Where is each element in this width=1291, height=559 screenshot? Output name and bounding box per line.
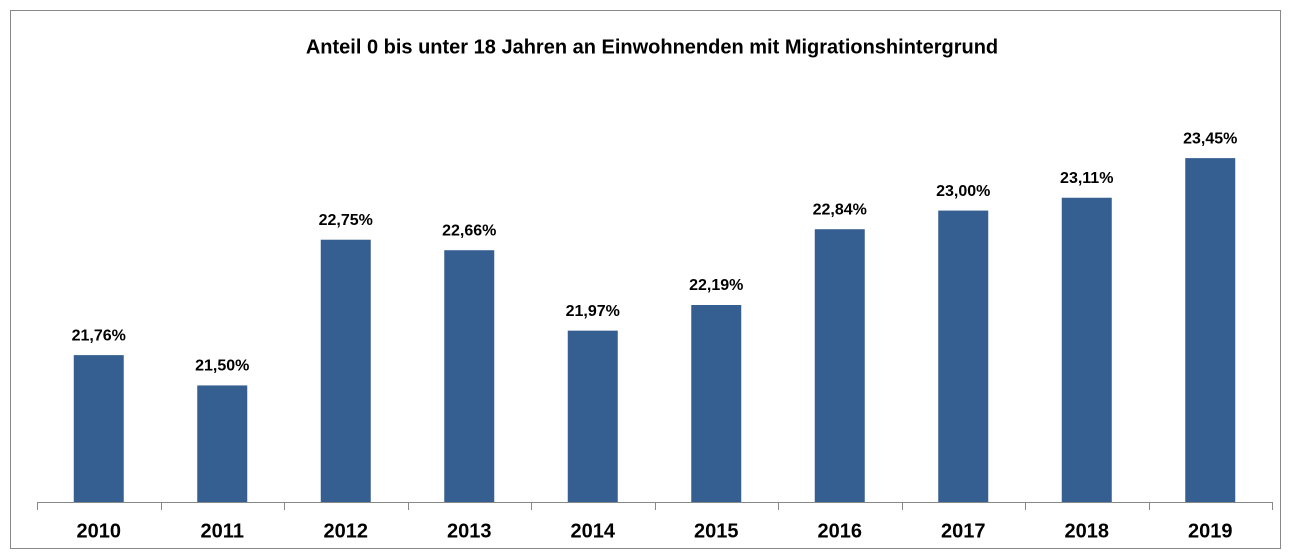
- value-label: 21,97%: [566, 303, 620, 320]
- x-tick-label: 2015: [694, 520, 739, 542]
- x-tick-label: 2012: [324, 520, 369, 542]
- bar: [814, 229, 865, 503]
- x-tick-label: 2014: [571, 520, 616, 542]
- value-label: 21,76%: [72, 327, 126, 344]
- x-tick-label: 2013: [447, 520, 492, 542]
- bar: [567, 330, 618, 502]
- bar: [197, 385, 248, 502]
- chart-title: Anteil 0 bis unter 18 Jahren an Einwohne…: [306, 36, 998, 58]
- x-tick-label: 2017: [941, 520, 986, 542]
- value-label: 22,19%: [689, 277, 743, 294]
- value-label: 23,45%: [1183, 130, 1237, 147]
- x-tick-label: 2011: [201, 520, 244, 542]
- value-label: 21,50%: [195, 358, 249, 375]
- bar: [1185, 158, 1236, 502]
- value-label: 22,75%: [319, 212, 373, 229]
- bar: [73, 355, 124, 502]
- bar: [938, 210, 989, 503]
- value-label: 23,11%: [1060, 170, 1113, 187]
- bar: [320, 239, 371, 502]
- x-tick-label: 2010: [77, 520, 122, 542]
- bar: [691, 304, 742, 502]
- value-label: 23,00%: [936, 183, 990, 200]
- value-label: 22,66%: [442, 222, 496, 239]
- value-label: 22,84%: [813, 201, 867, 218]
- x-tick-label: 2018: [1065, 520, 1110, 542]
- bar: [1061, 197, 1112, 502]
- bar: [444, 250, 495, 502]
- x-tick-label: 2016: [818, 520, 863, 542]
- x-tick-label: 2019: [1188, 520, 1233, 542]
